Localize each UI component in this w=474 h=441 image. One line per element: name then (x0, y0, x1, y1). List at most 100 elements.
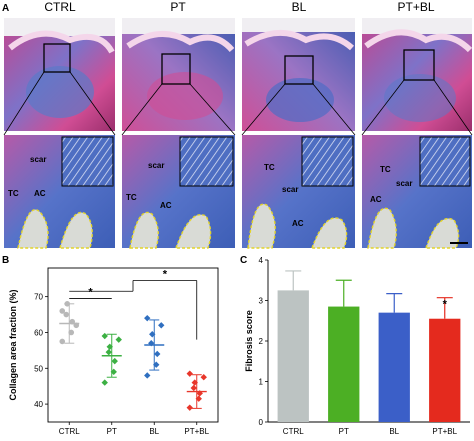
overview-region-pt (147, 72, 223, 120)
y-tick-label-b: 40 (34, 400, 43, 409)
x-tick-label-c: CTRL (283, 427, 304, 436)
overview-fold-ctrl (8, 30, 115, 54)
y-tick-label-b: 50 (34, 364, 43, 373)
data-point-b (200, 374, 207, 381)
roi-box-bl (284, 55, 314, 85)
collagen-scatter-chart: 40 50 60 70 Collagen area fraction (%) CTRL PT… (8, 267, 219, 436)
x-tick-label-c: PT (339, 427, 349, 436)
overview-background-pt-bl (362, 18, 472, 34)
label-ac-pt-bl: AC (370, 195, 382, 204)
roi-box-pt (161, 53, 191, 85)
x-tick-label-b: PT+BL (184, 427, 209, 436)
data-point-b (186, 370, 193, 377)
inset-image-pt (179, 136, 234, 187)
cartilage-pt (129, 211, 159, 249)
panel-letter-b: B (2, 255, 9, 266)
zoom-line-left-ctrl (3, 71, 45, 136)
x-tick-label-b: BL (149, 427, 159, 436)
data-point-b (115, 336, 122, 343)
column-title-pt-bl: PT+BL (397, 0, 434, 14)
bar-c (378, 312, 410, 422)
plot-frame-b (47, 267, 219, 423)
y-axis-title-c: Fibrosis score (244, 310, 254, 372)
significance-star-b: * (163, 269, 168, 281)
y-tick-label-c: 2 (259, 337, 264, 346)
data-point-b (144, 314, 151, 322)
data-point-b (63, 311, 70, 318)
zoom-line-left-pt-bl (361, 79, 405, 136)
zoom-line-left-bl (241, 83, 286, 136)
fibrosis-bar-chart: 0 1 2 3 4 Fibrosis score CTRL PT BL PT+BL * (244, 256, 470, 436)
significance-star-b: * (88, 286, 93, 298)
panel-letter-c: C (240, 255, 247, 266)
label-ac-pt: AC (160, 201, 172, 210)
label-scar-ctrl: scar (30, 155, 46, 164)
data-point-b (148, 340, 155, 347)
cartilage-ctrl (17, 209, 49, 249)
y-tick-label-b: 70 (34, 293, 43, 302)
bar-c (429, 318, 461, 422)
overview-region-ctrl (26, 66, 94, 118)
bar-c (328, 306, 360, 422)
cartilage-bl (247, 203, 276, 249)
zoom-line-right-ctrl (69, 71, 116, 136)
inset-image-pt-bl (419, 136, 471, 187)
data-point-b (68, 329, 75, 336)
y-tick-label-c: 4 (259, 256, 264, 265)
y-tick-label-c: 1 (259, 378, 264, 387)
label-tc-pt: TC (126, 193, 137, 202)
cartilage-ctrl-2 (59, 211, 93, 249)
column-title-bl: BL (292, 0, 307, 14)
roi-box-ctrl (43, 43, 71, 73)
label-scar-bl: scar (282, 185, 298, 194)
label-ac-ctrl: AC (34, 189, 46, 198)
label-scar-pt: scar (148, 161, 164, 170)
overview-fold-pt (126, 30, 235, 53)
data-point-b (105, 348, 112, 356)
label-ac-bl: AC (292, 219, 304, 228)
column-title-pt: PT (170, 0, 186, 14)
label-tc-ctrl: TC (8, 189, 19, 198)
overview-fold-pt-bl (364, 29, 473, 53)
bar-c (277, 290, 309, 422)
label-tc-pt-bl: TC (380, 165, 391, 174)
y-tick-label-c: 3 (259, 297, 264, 306)
label-scar-pt-bl: scar (396, 179, 412, 188)
overview-fold-bl (244, 29, 355, 51)
data-point-b (59, 338, 66, 345)
data-point-b (190, 384, 197, 392)
roi-box-pt-bl (403, 49, 435, 81)
data-point-b (158, 322, 165, 329)
data-point-b (111, 357, 118, 365)
cartilage-pt-bl (367, 207, 397, 249)
inset-image-bl (301, 136, 354, 187)
column-title-ctrl: CTRL (44, 0, 76, 14)
cartilage-bl-2 (310, 217, 348, 249)
data-point-b (101, 332, 108, 340)
data-point-b (196, 390, 203, 397)
inset-image-ctrl (61, 136, 114, 187)
x-tick-label-c: PT+BL (432, 427, 457, 436)
histology-column-ctrl: CTRL scar TC AC (3, 0, 116, 249)
data-point-b (144, 372, 151, 379)
histology-column-bl: BL scar TC AC (241, 0, 356, 249)
data-point-b (59, 308, 66, 314)
histology-column-pt: PT scar TC AC (121, 0, 236, 249)
data-point-b (101, 379, 108, 386)
cartilage-pt-2 (175, 214, 212, 249)
overview-background-bl (242, 18, 355, 32)
overview-background-pt (122, 18, 235, 34)
x-tick-label-b: CTRL (59, 427, 80, 436)
data-point-b (186, 404, 193, 411)
y-tick-label-b: 60 (34, 328, 43, 337)
zoom-line-right-bl (312, 83, 356, 136)
zoom-line-right-pt-bl (433, 79, 473, 136)
zoom-line-left-pt (121, 83, 163, 136)
data-point-b (154, 350, 161, 358)
x-tick-label-c: BL (389, 427, 399, 436)
overview-region-pt-bl (384, 74, 456, 122)
overview-background-ctrl (4, 18, 115, 36)
label-tc-bl: TC (264, 163, 275, 172)
y-axis-title-b: Collagen area fraction (%) (8, 289, 18, 400)
